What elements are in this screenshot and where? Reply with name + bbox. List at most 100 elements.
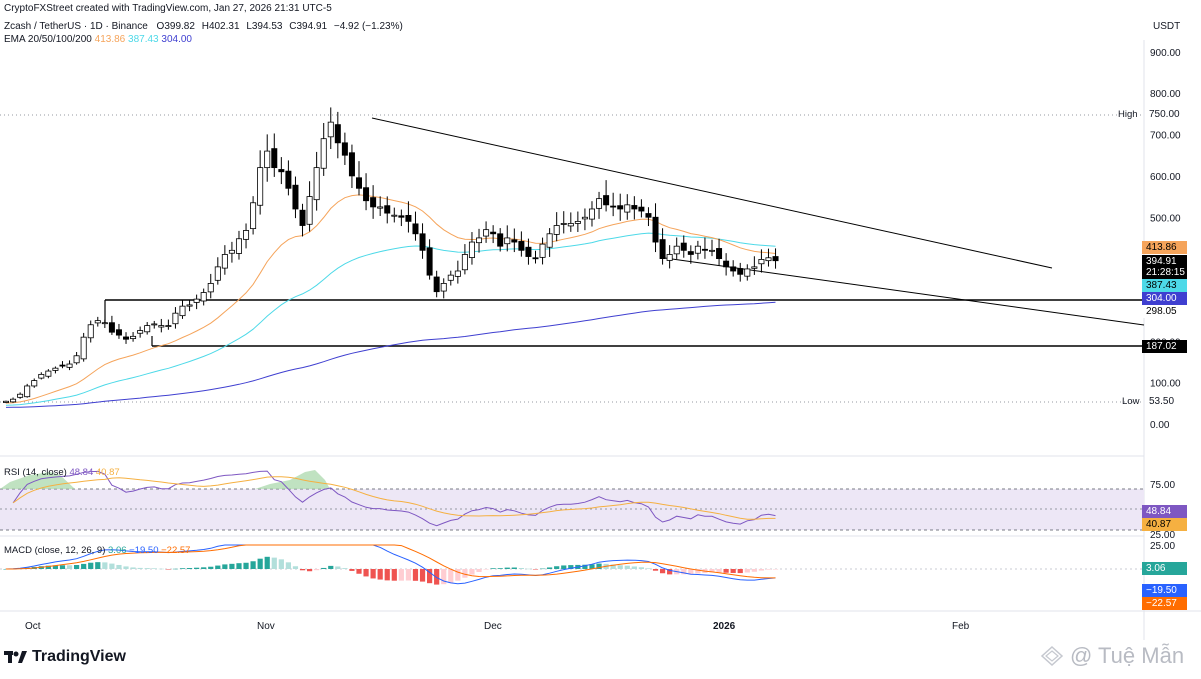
candle[interactable]	[115, 329, 122, 336]
candle[interactable]	[299, 209, 306, 226]
candle[interactable]	[673, 245, 680, 255]
candle[interactable]	[419, 233, 426, 251]
candle[interactable]	[94, 320, 101, 324]
candle[interactable]	[567, 223, 574, 227]
candle[interactable]	[737, 268, 744, 275]
candle[interactable]	[440, 283, 447, 292]
candle[interactable]	[17, 393, 24, 398]
ohlc-legend[interactable]: Zcash / TetherUS · 1D · Binance O399.82 …	[4, 21, 403, 32]
candle[interactable]	[588, 208, 595, 220]
candle[interactable]	[553, 225, 560, 235]
candle[interactable]	[468, 241, 475, 258]
candle[interactable]	[271, 148, 278, 169]
candle[interactable]	[348, 152, 355, 177]
candle[interactable]	[617, 205, 624, 210]
candle[interactable]	[730, 266, 737, 272]
candle[interactable]	[59, 364, 66, 367]
candle[interactable]	[66, 363, 73, 368]
candle[interactable]	[518, 241, 525, 251]
candle[interactable]	[10, 398, 17, 403]
candle[interactable]	[200, 292, 207, 302]
candle[interactable]	[645, 213, 652, 218]
ema20-line[interactable]	[5, 194, 776, 404]
candle[interactable]	[765, 257, 772, 262]
candle[interactable]	[659, 239, 666, 259]
tradingview-logo[interactable]: TradingView	[4, 648, 126, 666]
candle[interactable]	[701, 248, 708, 251]
candle[interactable]	[292, 184, 299, 210]
candle[interactable]	[610, 205, 617, 208]
candle[interactable]	[172, 312, 179, 325]
candle[interactable]	[313, 167, 320, 201]
candle[interactable]	[3, 400, 9, 403]
macd-line[interactable]	[5, 544, 776, 585]
rsi-ma-line[interactable]	[12, 476, 776, 520]
candle[interactable]	[476, 237, 483, 244]
candle[interactable]	[680, 242, 687, 251]
candle[interactable]	[158, 325, 165, 328]
candle[interactable]	[483, 229, 490, 237]
candle[interactable]	[772, 256, 779, 262]
macd-legend[interactable]: MACD (close, 12, 26, 9) 3.06 −19.50 −22.…	[4, 545, 190, 556]
candle[interactable]	[235, 238, 242, 254]
candle[interactable]	[709, 249, 716, 252]
candle[interactable]	[334, 124, 341, 144]
candle[interactable]	[355, 177, 362, 189]
symbol-title[interactable]: Zcash / TetherUS · 1D · Binance	[4, 21, 148, 32]
candle[interactable]	[31, 380, 38, 387]
candle[interactable]	[137, 330, 144, 334]
candle[interactable]	[193, 298, 200, 303]
signal-line[interactable]	[6, 544, 776, 579]
candle[interactable]	[341, 142, 348, 156]
candle[interactable]	[723, 260, 730, 268]
candle[interactable]	[80, 336, 87, 360]
ema50-line[interactable]	[5, 232, 776, 406]
candle[interactable]	[447, 274, 454, 281]
candle[interactable]	[24, 385, 31, 398]
ema200-line[interactable]	[5, 301, 776, 408]
candle[interactable]	[638, 206, 645, 212]
candle[interactable]	[123, 336, 130, 340]
candle[interactable]	[52, 367, 59, 371]
candle[interactable]	[433, 276, 440, 293]
candle[interactable]	[560, 223, 567, 225]
candle[interactable]	[151, 323, 158, 326]
candle[interactable]	[228, 249, 235, 254]
candle[interactable]	[87, 324, 94, 339]
candle[interactable]	[426, 247, 433, 276]
candle[interactable]	[327, 121, 334, 138]
candle[interactable]	[694, 245, 701, 254]
candle[interactable]	[412, 223, 419, 235]
lower-trendline[interactable]	[664, 257, 1145, 326]
candle[interactable]	[596, 198, 603, 209]
candle[interactable]	[603, 195, 610, 206]
candle[interactable]	[687, 251, 694, 255]
candle[interactable]	[179, 305, 186, 317]
candle[interactable]	[186, 304, 193, 307]
candle[interactable]	[525, 246, 532, 257]
candle[interactable]	[207, 283, 214, 293]
candle[interactable]	[581, 216, 588, 220]
candle[interactable]	[250, 202, 257, 230]
candle[interactable]	[285, 170, 292, 189]
candle[interactable]	[539, 243, 546, 258]
candle[interactable]	[257, 167, 264, 206]
candle[interactable]	[165, 325, 172, 327]
candle[interactable]	[370, 197, 377, 208]
candle[interactable]	[38, 373, 45, 379]
candle[interactable]	[716, 248, 723, 260]
candle[interactable]	[405, 214, 412, 222]
candle[interactable]	[306, 196, 313, 225]
candle[interactable]	[532, 257, 539, 260]
candle[interactable]	[652, 216, 659, 243]
candle[interactable]	[264, 150, 271, 169]
candle[interactable]	[511, 239, 518, 243]
candle[interactable]	[221, 254, 228, 269]
candle[interactable]	[454, 270, 461, 277]
candle[interactable]	[497, 233, 504, 247]
candle[interactable]	[744, 268, 751, 277]
candle[interactable]	[130, 335, 137, 340]
candle[interactable]	[461, 254, 468, 271]
candle[interactable]	[377, 206, 384, 209]
